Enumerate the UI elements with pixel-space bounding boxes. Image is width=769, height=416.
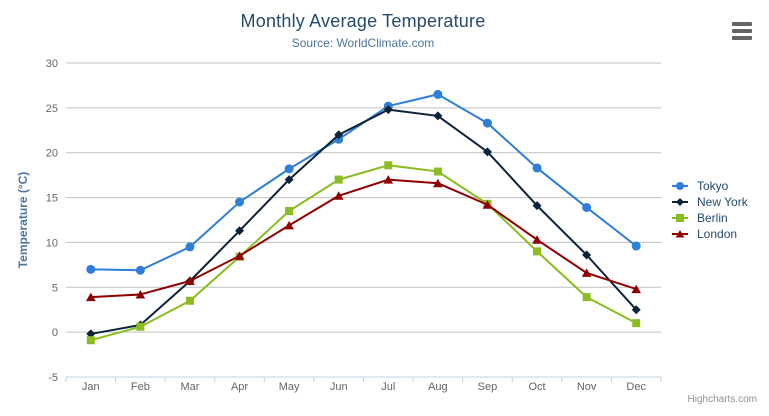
data-point-london[interactable] [433, 178, 443, 188]
y-axis-tick-label: 25 [46, 103, 58, 115]
legend-item-tokyo[interactable]: Tokyo [672, 178, 748, 194]
data-point-tokyo[interactable] [86, 264, 96, 274]
data-point-tokyo[interactable] [532, 163, 542, 173]
y-axis-tick-label: 30 [46, 58, 58, 70]
data-point-london[interactable] [284, 220, 294, 230]
data-point-berlin[interactable] [86, 336, 95, 345]
data-point-london[interactable] [234, 251, 245, 260]
y-axis-title: Temperature (°C) [16, 172, 30, 269]
x-axis-tick-label: Mar [180, 381, 199, 393]
data-point-new-york[interactable] [235, 226, 245, 236]
y-axis-tick-label: 20 [46, 148, 58, 160]
x-axis-tick-label: Jul [381, 381, 395, 393]
data-point-berlin[interactable] [533, 247, 542, 256]
data-point-tokyo[interactable] [284, 164, 294, 174]
x-axis-tick-label: Jun [330, 381, 348, 393]
data-point-tokyo[interactable] [433, 89, 443, 99]
data-point-tokyo[interactable] [235, 197, 245, 207]
data-point-berlin[interactable] [285, 207, 294, 216]
legend-square-icon [672, 214, 688, 222]
x-axis-tick-label: May [279, 381, 300, 393]
y-axis-tick-label: 15 [46, 193, 58, 205]
chart-subtitle: Source: WorldClimate.com [291, 36, 435, 50]
data-point-berlin[interactable] [136, 322, 145, 331]
y-axis-tick-label: 0 [52, 327, 58, 339]
legend-label: London [697, 227, 738, 241]
x-axis-tick-label: Sep [478, 381, 498, 393]
series-line-tokyo [90, 93, 637, 272]
data-point-berlin[interactable] [384, 161, 393, 170]
x-axis-tick-label: Oct [528, 381, 545, 393]
data-point-new-york[interactable] [86, 329, 96, 339]
data-point-london[interactable] [532, 235, 542, 244]
chart-title: Monthly Average Temperature [240, 11, 486, 31]
data-point-tokyo[interactable] [135, 265, 145, 275]
legend-circle-icon [672, 182, 688, 190]
data-point-new-york[interactable] [482, 147, 492, 157]
data-point-new-york[interactable] [582, 250, 592, 260]
data-point-new-york[interactable] [433, 111, 443, 121]
hamburger-icon [732, 22, 752, 26]
x-axis-tick-label: Dec [626, 381, 646, 393]
series-line-new-york [90, 108, 637, 335]
y-axis-tick-label: 5 [52, 282, 58, 294]
data-point-berlin[interactable] [185, 296, 194, 305]
data-point-tokyo[interactable] [482, 118, 492, 128]
legend-triangle-icon [672, 230, 688, 238]
credits-link[interactable]: Highcharts.com [687, 394, 757, 405]
hamburger-icon [732, 29, 752, 33]
data-point-tokyo[interactable] [582, 202, 592, 212]
export-menu-button[interactable] [730, 21, 754, 41]
legend-diamond-icon [672, 198, 688, 206]
data-point-london[interactable] [135, 289, 146, 299]
data-point-london[interactable] [581, 268, 592, 277]
x-axis-tick-label: Apr [231, 381, 248, 393]
data-point-london[interactable] [631, 284, 642, 294]
data-point-berlin[interactable] [582, 293, 591, 302]
legend-label: Tokyo [697, 179, 729, 193]
legend-item-new-york[interactable]: New York [672, 194, 748, 210]
data-point-london[interactable] [482, 200, 493, 209]
data-point-berlin[interactable] [334, 175, 343, 184]
data-point-tokyo[interactable] [185, 242, 195, 252]
data-point-new-york[interactable] [383, 105, 393, 115]
legend: Tokyo New York Berlin London [672, 178, 748, 242]
legend-label: New York [697, 195, 748, 209]
y-axis-tick-label: 10 [46, 237, 58, 249]
data-point-new-york[interactable] [284, 175, 294, 185]
x-axis-tick-label: Nov [577, 381, 597, 393]
x-axis-tick-label: Feb [131, 381, 150, 393]
data-point-new-york[interactable] [334, 130, 344, 140]
data-point-london[interactable] [85, 292, 96, 302]
legend-item-berlin[interactable]: Berlin [672, 210, 748, 226]
data-point-tokyo[interactable] [631, 241, 641, 251]
data-point-london[interactable] [333, 191, 344, 200]
hamburger-icon [732, 36, 752, 40]
data-point-new-york[interactable] [532, 201, 542, 211]
series-line-berlin [90, 164, 637, 342]
x-axis-tick-label: Aug [428, 381, 448, 393]
data-point-new-york[interactable] [631, 305, 641, 315]
data-point-london[interactable] [185, 276, 195, 286]
legend-label: Berlin [697, 211, 728, 225]
legend-item-london[interactable]: London [672, 226, 748, 242]
data-point-berlin[interactable] [632, 319, 641, 328]
data-point-london[interactable] [383, 175, 394, 184]
series-line-london [90, 178, 637, 299]
x-axis-tick-label: Jan [82, 381, 100, 393]
y-axis-tick-label: -5 [48, 372, 58, 384]
data-point-berlin[interactable] [433, 167, 442, 176]
